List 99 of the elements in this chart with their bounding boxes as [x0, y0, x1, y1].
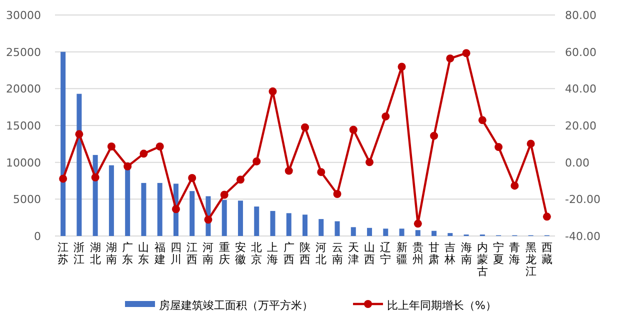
point: [542, 212, 551, 221]
x-tick-label: 宁夏: [493, 241, 504, 266]
x-tick-label: 重庆: [218, 241, 230, 266]
legend-label: 房屋建筑竣工面积（万平方米）: [159, 299, 313, 312]
bar: [302, 214, 308, 236]
point: [478, 116, 486, 124]
point: [446, 54, 454, 62]
point: [462, 49, 470, 58]
y2-tick-label: 60.00: [565, 46, 596, 59]
y-tick-label: 25000: [6, 46, 41, 59]
point: [366, 158, 374, 166]
legend-label: 比上年同期增长（%）: [387, 299, 496, 312]
x-tick-label: 福建: [153, 241, 166, 266]
point: [349, 126, 358, 134]
y-tick-label: 15000: [6, 120, 41, 132]
x-tick-label: 浙江: [74, 241, 85, 266]
bar: [448, 233, 453, 236]
bar: [286, 213, 292, 236]
x-tick-label: 西藏: [541, 241, 552, 266]
point: [284, 166, 293, 175]
y-tick-label: 0: [34, 230, 41, 243]
bar: [399, 228, 404, 236]
point: [526, 140, 535, 148]
point: [382, 112, 390, 120]
x-tick-label: 云南: [332, 241, 343, 266]
x-tick-label: 山西: [364, 241, 376, 266]
bar: [76, 94, 82, 236]
y2-tick-label: 80.00: [565, 9, 596, 22]
x-tick-label: 江苏: [58, 241, 69, 266]
y-tick-label: 5000: [13, 193, 41, 206]
point: [156, 142, 164, 150]
point: [252, 157, 261, 166]
point: [220, 190, 228, 199]
x-tick-label: 陕西: [300, 241, 310, 266]
x-tick-label: 河南: [202, 241, 214, 266]
x-tick-label: 青海: [509, 241, 520, 266]
point: [398, 62, 406, 71]
point: [91, 173, 100, 182]
x-tick-label: 湖北: [90, 241, 101, 266]
point: [59, 174, 68, 183]
bar: [350, 227, 356, 236]
point: [204, 216, 212, 224]
bar: [270, 210, 276, 236]
point: [333, 190, 342, 198]
x-tick-label: 广东: [122, 241, 134, 266]
bar: [157, 182, 162, 236]
x-tick-label: 安徽: [234, 241, 246, 266]
point: [140, 150, 148, 158]
x-tick-label: 吉林: [444, 241, 456, 266]
bar: [190, 191, 195, 236]
point: [107, 142, 116, 150]
x-tick-label: 甘肃: [428, 241, 440, 266]
x-tick-label: 内蒙古: [476, 241, 488, 278]
bar: [141, 182, 146, 236]
point: [268, 87, 277, 96]
x-tick-label: 四川: [170, 241, 182, 266]
x-tick-label: 广西: [283, 241, 294, 266]
x-tick-label: 新疆: [396, 241, 408, 266]
x-tick-label: 贵州: [412, 241, 424, 266]
point: [124, 162, 132, 170]
point: [510, 182, 519, 190]
point: [494, 143, 503, 152]
point: [188, 174, 196, 182]
bar: [367, 228, 372, 236]
point: [172, 205, 180, 214]
x-tick-label: 湖南: [106, 241, 117, 266]
bar: [415, 230, 420, 236]
bar: [432, 230, 437, 236]
point: [236, 176, 244, 184]
bar: [318, 219, 324, 236]
bar: [108, 165, 114, 236]
point: [430, 132, 438, 140]
x-tick-label: 山东: [138, 241, 150, 266]
y2-tick-label: 20.00: [565, 120, 596, 132]
y2-tick-label: 40.00: [565, 82, 596, 96]
bar: [222, 200, 227, 236]
bar: [254, 206, 260, 236]
y-tick-label: 20000: [6, 82, 41, 96]
y2-tick-label: -20.00: [565, 193, 600, 206]
x-tick-label: 黑龙江: [525, 241, 536, 278]
y-tick-label: 10000: [6, 156, 41, 170]
point: [301, 123, 309, 132]
point: [75, 130, 84, 138]
x-tick-label: 天津: [348, 241, 359, 266]
x-tick-label: 河北: [316, 241, 327, 266]
x-tick-label: 上海: [267, 241, 278, 266]
y2-tick-label: 0.00: [565, 156, 590, 170]
point: [414, 220, 422, 228]
bar: [238, 200, 243, 236]
bar: [60, 52, 66, 236]
x-tick-label: 海南: [460, 241, 472, 266]
x-tick-label: 江西: [186, 241, 198, 266]
bar: [383, 228, 388, 236]
y-tick-label: 30000: [6, 9, 41, 22]
bar: [334, 221, 340, 236]
point: [317, 168, 326, 176]
x-tick-label: 辽宁: [380, 241, 392, 266]
x-tick-label: 北京: [251, 241, 262, 266]
y2-tick-label: -40.00: [565, 230, 600, 243]
